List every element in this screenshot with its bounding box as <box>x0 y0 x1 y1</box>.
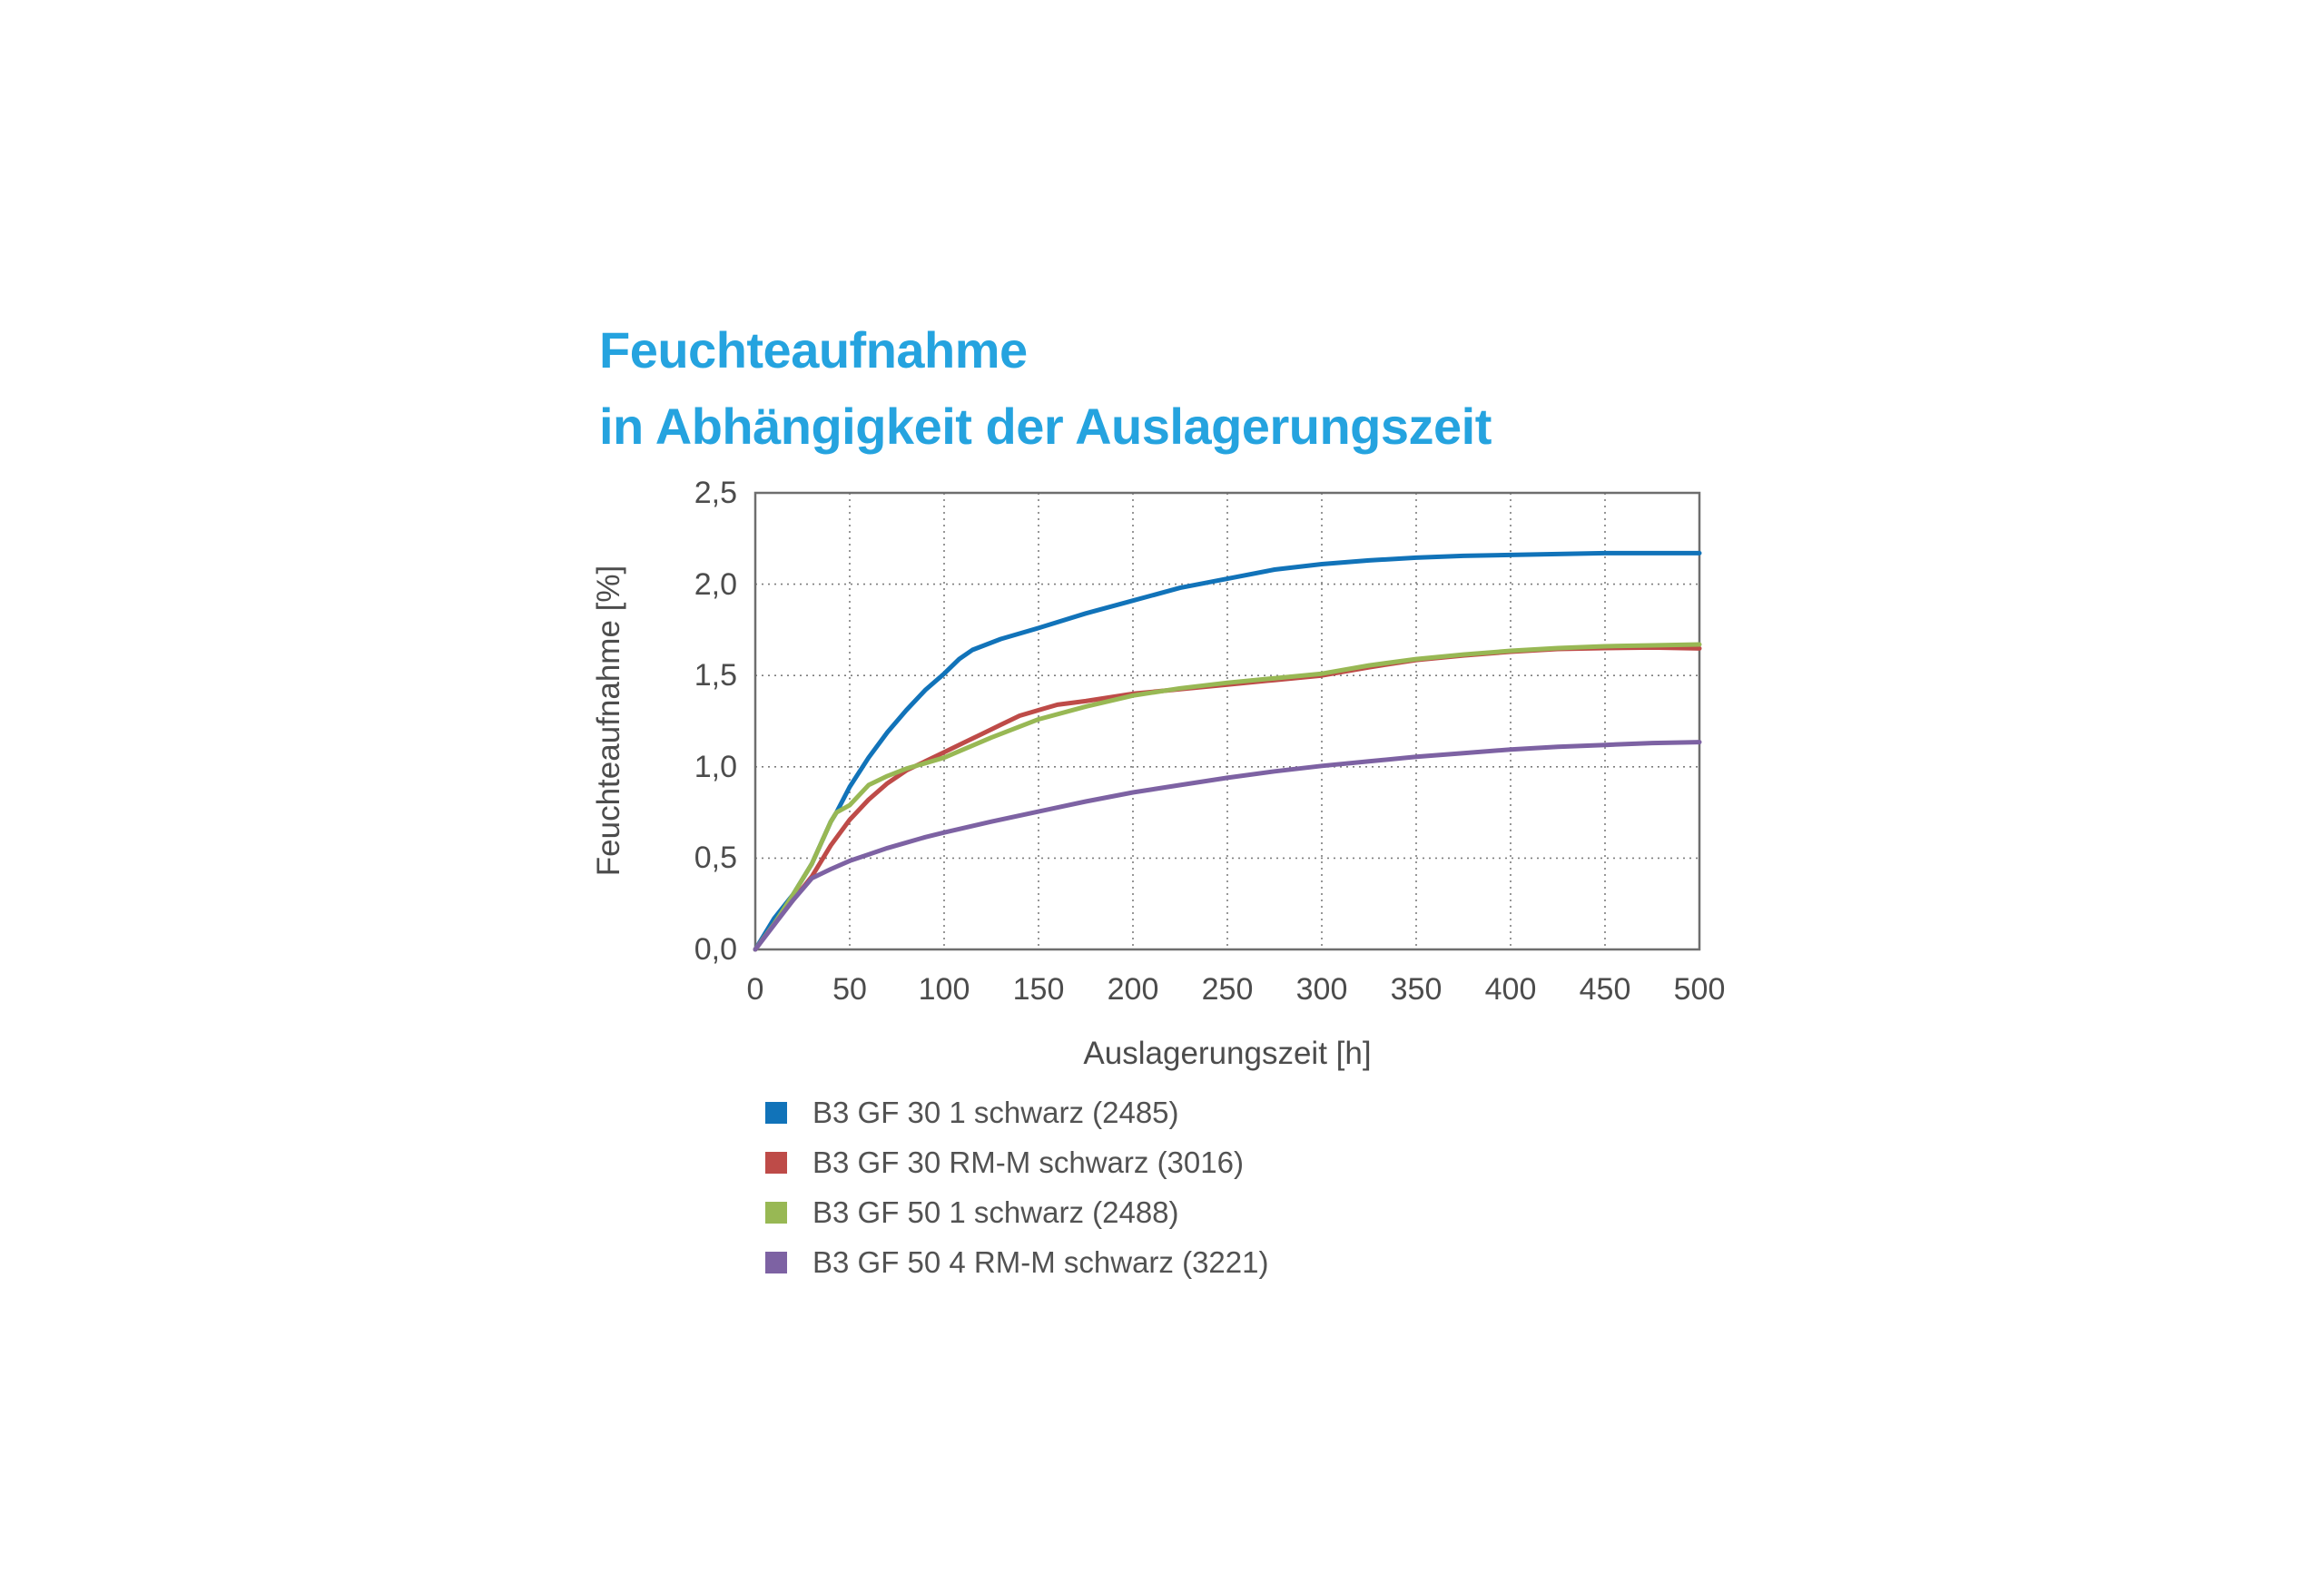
x-tick-label: 50 <box>832 972 867 1007</box>
legend-item: B3 GF 50 1 schwarz (2488) <box>765 1187 1268 1237</box>
series-line-4 <box>753 740 1702 952</box>
y-tick-label: 0,5 <box>694 841 737 876</box>
legend-swatch-series2 <box>765 1151 787 1174</box>
x-tick-label: 400 <box>1484 972 1537 1007</box>
legend-swatch-series3 <box>765 1201 787 1224</box>
x-tick-label: 0 <box>746 972 764 1007</box>
y-tick-label: 2,5 <box>694 476 737 510</box>
chart-title: Feuchteaufnahme in Abhängigkeit der Ausl… <box>599 312 1492 465</box>
x-tick-label: 150 <box>1012 972 1065 1007</box>
y-tick-label: 0,0 <box>694 932 737 967</box>
legend-swatch-series1 <box>765 1101 787 1124</box>
legend: B3 GF 30 1 schwarz (2485) B3 GF 30 RM-M … <box>765 1087 1268 1287</box>
series-line-3 <box>753 642 1702 952</box>
plot-border <box>753 491 1701 951</box>
legend-item: B3 GF 30 RM-M schwarz (3016) <box>765 1137 1268 1187</box>
series-line-1 <box>753 550 1702 952</box>
chart-title-line2: in Abhängigkeit der Auslagerungszeit <box>599 398 1492 455</box>
legend-item: B3 GF 50 4 RM-M schwarz (3221) <box>765 1237 1268 1287</box>
legend-label-series2: B3 GF 30 RM-M schwarz (3016) <box>812 1145 1244 1179</box>
x-tick-label: 300 <box>1295 972 1348 1007</box>
legend-label-series1: B3 GF 30 1 schwarz (2485) <box>812 1095 1179 1129</box>
x-tick-label: 100 <box>918 972 970 1007</box>
legend-swatch-series4 <box>765 1251 787 1273</box>
legend-item: B3 GF 30 1 schwarz (2485) <box>765 1087 1268 1137</box>
x-tick-label: 200 <box>1107 972 1159 1007</box>
y-tick-label: 1,5 <box>694 658 737 693</box>
y-tick-label: 2,0 <box>694 566 737 602</box>
x-tick-label: 250 <box>1201 972 1254 1007</box>
chart-title-line1: Feuchteaufnahme <box>599 321 1028 379</box>
x-tick-label: 500 <box>1673 972 1726 1007</box>
y-tick-label: 1,0 <box>694 749 737 784</box>
legend-label-series3: B3 GF 50 1 schwarz (2488) <box>812 1195 1179 1229</box>
x-tick-label: 350 <box>1390 972 1443 1007</box>
x-axis-title: Auslagerungszeit [h] <box>1083 1036 1372 1071</box>
y-axis-title: Feuchteaufnahme [%] <box>591 565 626 877</box>
x-tick-label: 450 <box>1579 972 1631 1007</box>
legend-label-series4: B3 GF 50 4 RM-M schwarz (3221) <box>812 1244 1269 1279</box>
